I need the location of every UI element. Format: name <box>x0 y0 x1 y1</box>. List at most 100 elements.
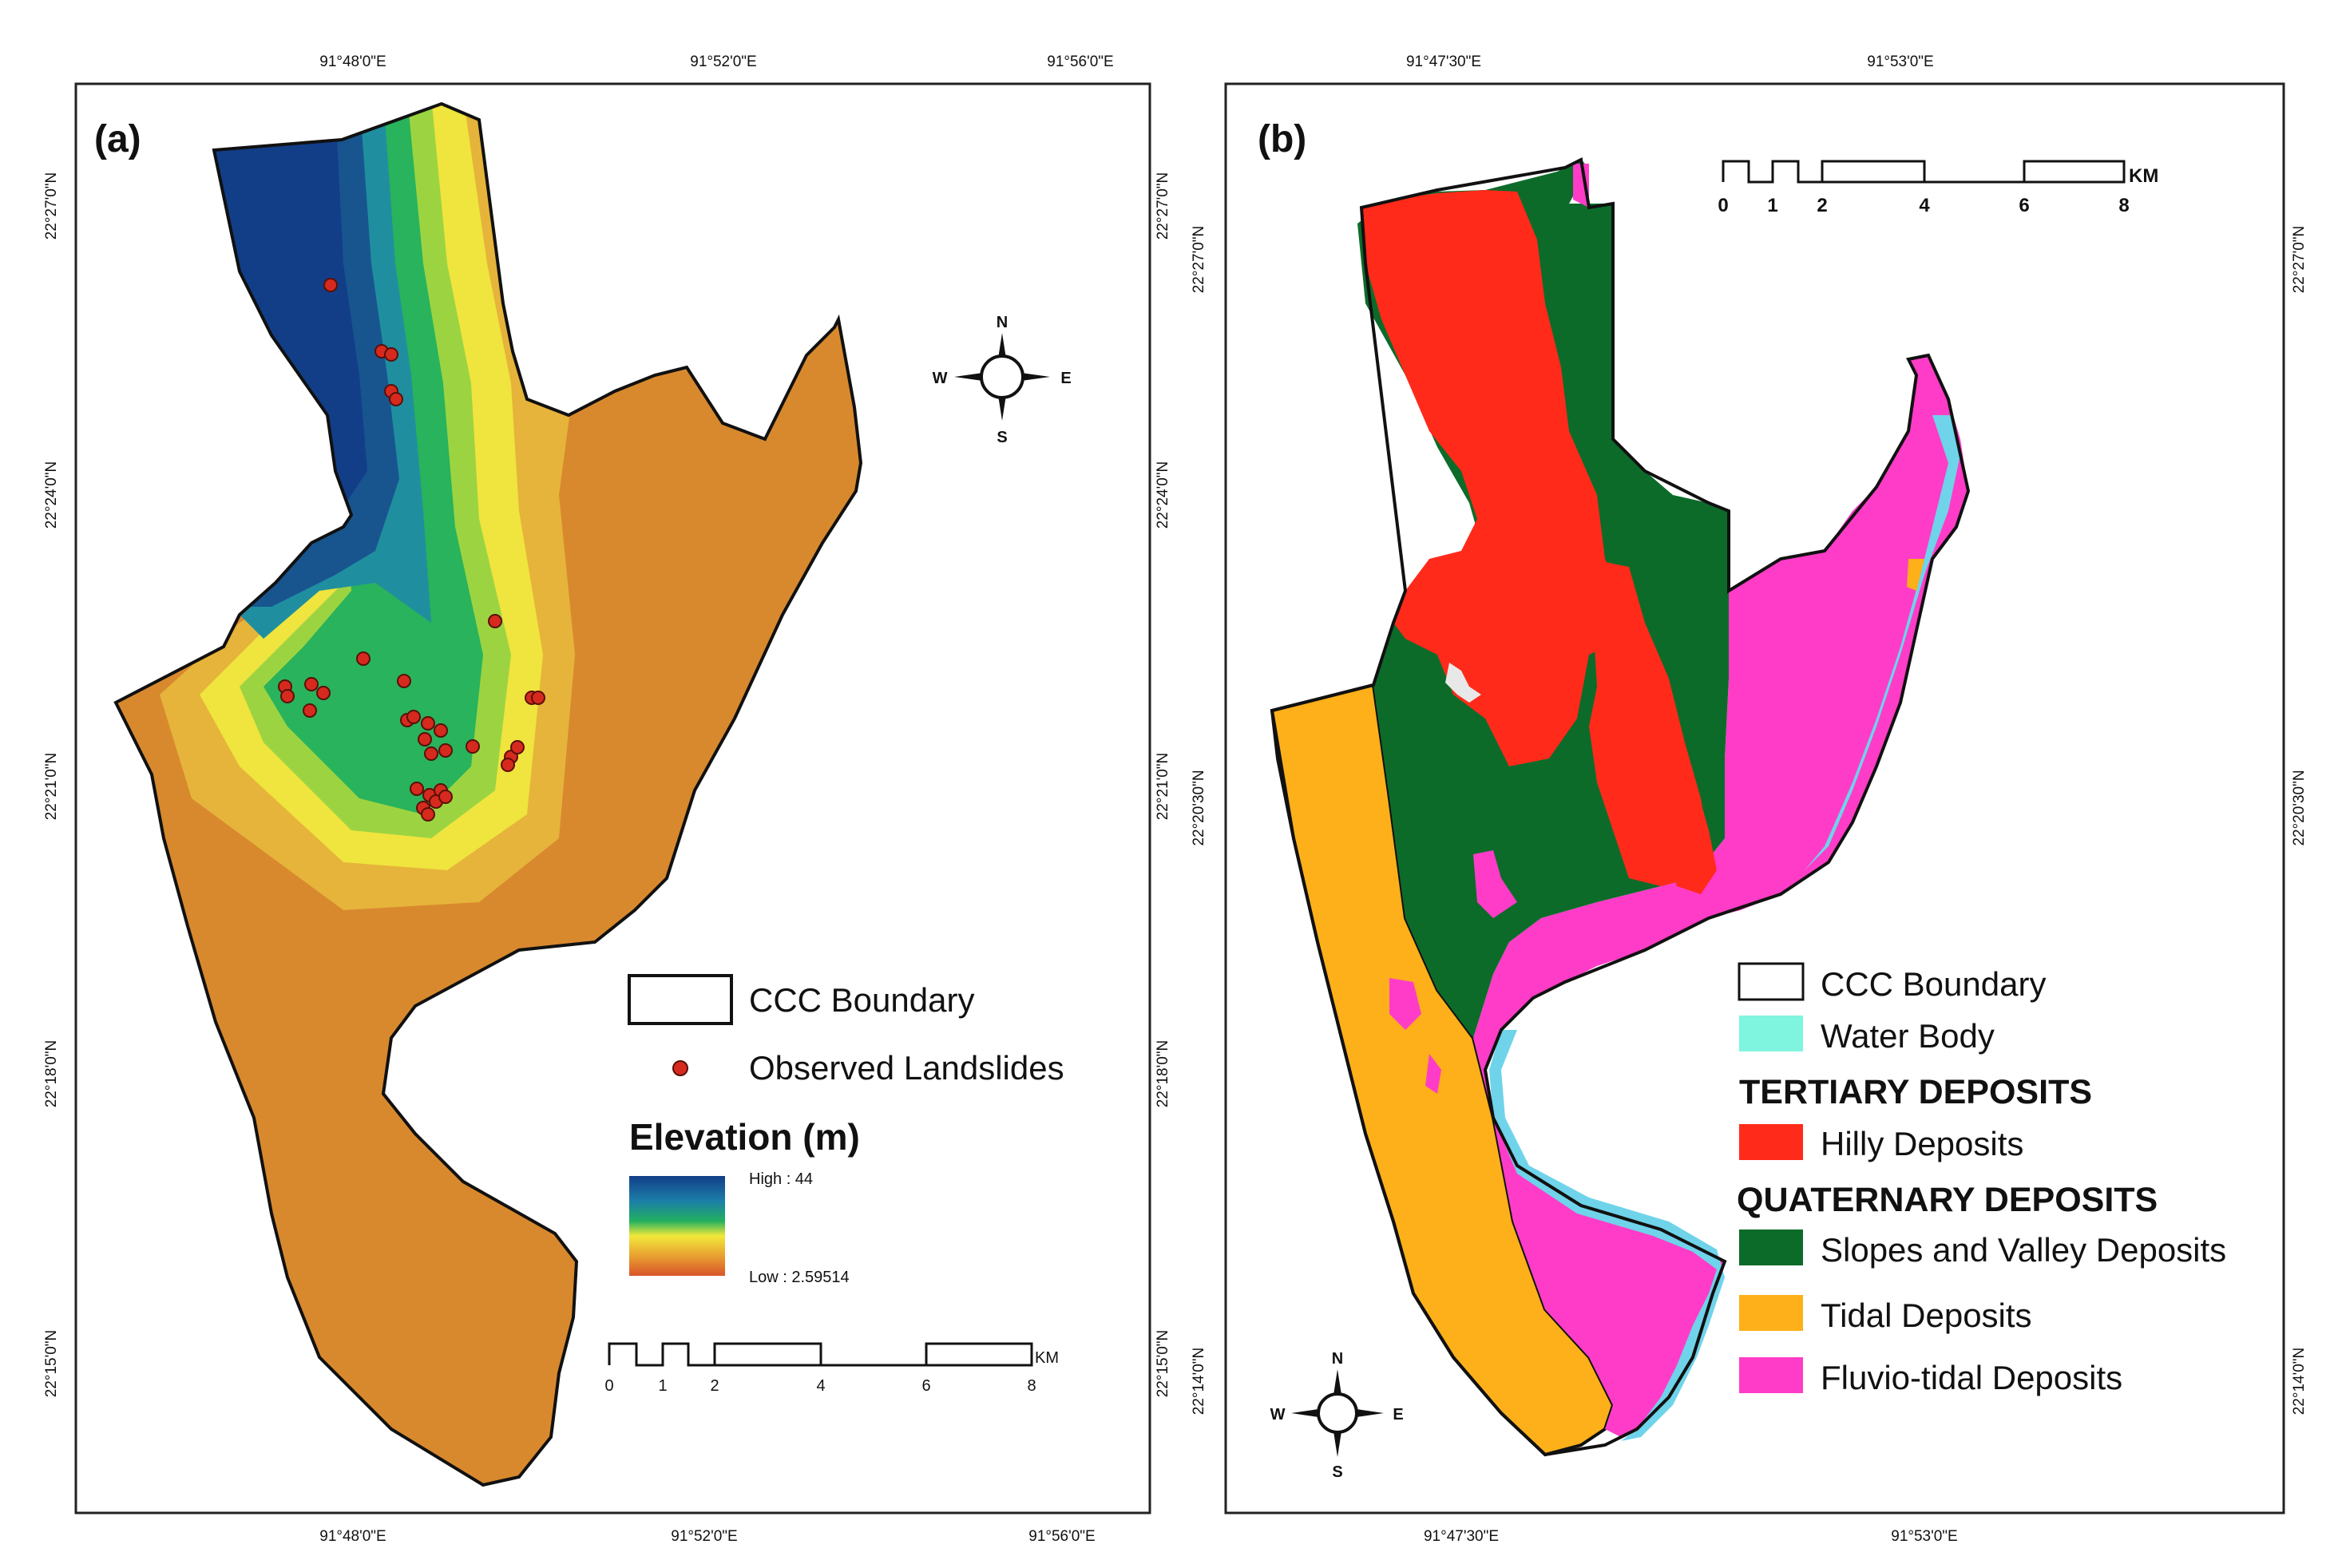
landslide-point <box>303 703 317 718</box>
legend-b-tidal-label: Tidal Deposits <box>1821 1297 2032 1334</box>
fluvio-tidal-east <box>1473 355 1968 1437</box>
panel-b-frame <box>1224 82 2285 1515</box>
panel-a-right-tick: 22°24'0"N <box>1155 461 1171 529</box>
scale-b-label: 6 <box>2019 195 2029 216</box>
tidal-deposits-east <box>1907 559 1924 591</box>
landslide-point <box>424 746 438 761</box>
legend-b-hilly-swatch <box>1739 1124 1803 1160</box>
compass-b-e: E <box>1393 1406 1403 1423</box>
compass-b-w: W <box>1270 1406 1286 1423</box>
panel-b-right-tick: 22°20'30"N <box>2291 770 2308 845</box>
landslide-point <box>466 739 480 754</box>
panel-a-right-tick: 22°27'0"N <box>1155 172 1171 240</box>
panel-a-left-tick: 22°24'0"N <box>43 461 60 529</box>
legend-a-landslides-label: Observed Landslides <box>749 1049 1064 1087</box>
scale-b-label: 2 <box>1817 195 1827 216</box>
hilly-deposits-area <box>1361 190 1629 766</box>
landslide-point <box>421 716 435 731</box>
landslide-point <box>389 392 403 406</box>
ccc-boundary-a <box>113 101 863 1487</box>
panel-a-right-tick: 22°21'0"N <box>1155 753 1171 821</box>
scale-a-unit: KM <box>1035 1349 1059 1367</box>
legend-a-landslide-swatch <box>672 1060 688 1076</box>
landslide-point <box>323 278 338 292</box>
legend-b-fluvio-label: Fluvio-tidal Deposits <box>1821 1359 2122 1396</box>
landslide-point <box>501 758 515 772</box>
landslide-point <box>280 689 295 703</box>
legend-a-boundary-swatch <box>628 974 733 1025</box>
panel-b-top-tick: 91°53'0"E <box>1867 53 1933 70</box>
compass-a-e: E <box>1060 370 1071 387</box>
panel-b-geology-map <box>1270 157 1971 1457</box>
scale-a-label: 1 <box>658 1377 667 1395</box>
landslide-point <box>356 651 371 666</box>
panel-b-inner-left-tick: 22°14'0"N <box>1191 1348 1207 1416</box>
legend-b-hilly-label: Hilly Deposits <box>1821 1125 2023 1162</box>
legend-b-boundary-label: CCC Boundary <box>1821 965 2046 1003</box>
scale-b-label: 1 <box>1767 195 1777 216</box>
panel-b-inner-left-tick: 22°20'30"N <box>1191 770 1207 845</box>
legend-b-boundary-swatch <box>1738 962 1805 1001</box>
scale-a-label: 2 <box>710 1377 719 1395</box>
landslide-point <box>304 677 319 691</box>
fluvio-tidal-patch <box>1425 1054 1441 1094</box>
landslide-point <box>316 686 331 700</box>
scale-bar-a <box>608 1342 1033 1367</box>
legend-b-fluvio-swatch <box>1739 1357 1803 1393</box>
legend-a-elevation-ramp <box>629 1176 725 1276</box>
panel-a-left-tick: 22°15'0"N <box>43 1330 60 1398</box>
panel-b: (b) 91°47'30"E 91°53'0"E 91°47'30"E 91°5… <box>1191 53 2308 1545</box>
landslide-point <box>438 790 453 804</box>
panel-b-bottom-tick: 91°47'30"E <box>1424 1528 1499 1545</box>
landslide-points <box>278 278 545 822</box>
legend-b-slopes-swatch <box>1739 1229 1803 1265</box>
panel-a-top-tick: 91°48'0"E <box>319 53 386 70</box>
panel-b-bottom-tick: 91°53'0"E <box>1891 1528 1957 1545</box>
panel-a-right-tick: 22°18'0"N <box>1155 1040 1171 1108</box>
compass-a: N S W E <box>933 314 1072 446</box>
hilly-deposits-ridge <box>1645 719 1717 894</box>
scale-b-label: 0 <box>1718 195 1728 216</box>
panel-a-frame <box>74 82 1151 1515</box>
legend-a-low: Low : 2.59514 <box>749 1269 850 1286</box>
scale-a-label: 6 <box>921 1377 930 1395</box>
panel-a-top-tick: 91°56'0"E <box>1047 53 1113 70</box>
legend-a-high: High : 44 <box>749 1170 813 1188</box>
legend-b-water-label: Water Body <box>1821 1017 1995 1055</box>
landslide-point <box>488 614 502 628</box>
panel-a-bottom-tick: 91°48'0"E <box>319 1528 386 1545</box>
panel-a-left-tick: 22°27'0"N <box>43 172 60 240</box>
panel-b-inner-left-tick: 22°27'0"N <box>1191 226 1207 294</box>
compass-a-s: S <box>997 429 1007 446</box>
compass-b-s: S <box>1332 1463 1342 1481</box>
legend-b-water-swatch <box>1739 1016 1803 1051</box>
legend-a-elevation-title: Elevation (m) <box>629 1116 860 1158</box>
panel-a-label: (a) <box>94 118 141 160</box>
landslide-point <box>384 347 398 362</box>
panel-a-bottom-tick: 91°52'0"E <box>671 1528 737 1545</box>
panel-b-right-tick: 22°27'0"N <box>2291 226 2308 294</box>
panel-a-bottom-tick: 91°56'0"E <box>1028 1528 1095 1545</box>
landslide-point <box>418 732 432 746</box>
panel-b-top-tick: 91°47'30"E <box>1406 53 1481 70</box>
fluvio-tidal-patch <box>1473 850 1517 918</box>
water-body-lake <box>1445 663 1481 703</box>
water-body-river <box>1489 1030 1725 1441</box>
panel-b-right-tick: 22°14'0"N <box>2291 1348 2308 1416</box>
compass-b-n: N <box>1332 1350 1343 1368</box>
panel-a-dem-map <box>116 104 861 1485</box>
scale-a-label: 8 <box>1027 1377 1036 1395</box>
landslide-point <box>421 807 435 822</box>
legend-b-tertiary-heading: TERTIARY DEPOSITS <box>1739 1073 2092 1111</box>
scale-b-unit: KM <box>2129 165 2158 187</box>
landslide-point <box>510 740 525 754</box>
landslide-point <box>434 723 448 738</box>
panel-a-top-tick: 91°52'0"E <box>690 53 756 70</box>
compass-b: N S W E <box>1270 1350 1404 1481</box>
landslide-point <box>410 782 424 796</box>
ccc-boundary-b <box>1270 157 1971 1457</box>
legend-a-boundary-label: CCC Boundary <box>749 981 974 1019</box>
landslide-point <box>438 743 453 758</box>
scale-a-label: 4 <box>816 1377 825 1395</box>
